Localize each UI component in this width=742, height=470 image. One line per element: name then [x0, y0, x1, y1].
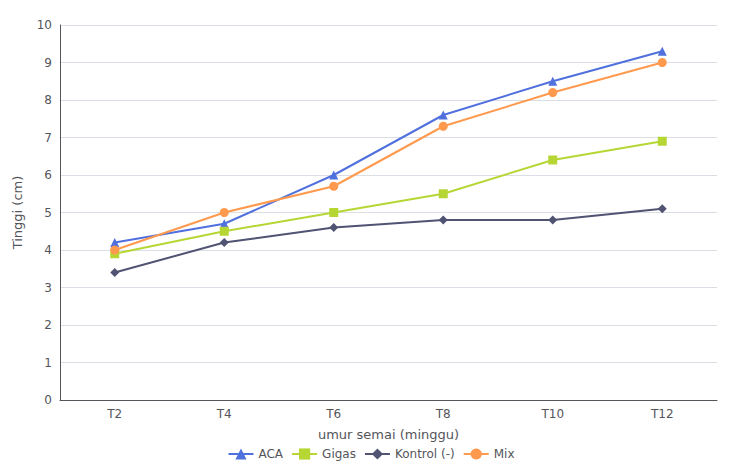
svg-text:Gigas: Gigas [322, 447, 356, 461]
svg-text:ACA: ACA [258, 447, 283, 461]
svg-text:T8: T8 [435, 407, 451, 421]
svg-text:5: 5 [44, 206, 52, 220]
svg-text:4: 4 [44, 243, 52, 257]
svg-text:10: 10 [37, 18, 52, 32]
svg-text:T6: T6 [325, 407, 341, 421]
svg-text:T2: T2 [106, 407, 122, 421]
svg-text:Tinggi (cm): Tinggi (cm) [10, 176, 25, 251]
svg-text:2: 2 [44, 318, 52, 332]
svg-text:T4: T4 [216, 407, 232, 421]
svg-text:1: 1 [44, 356, 52, 370]
svg-text:T12: T12 [650, 407, 674, 421]
svg-text:8: 8 [44, 93, 52, 107]
svg-text:6: 6 [44, 168, 52, 182]
svg-text:9: 9 [44, 56, 52, 70]
svg-text:T10: T10 [540, 407, 564, 421]
svg-text:7: 7 [44, 131, 52, 145]
svg-text:Kontrol (-): Kontrol (-) [395, 447, 455, 461]
svg-text:3: 3 [44, 281, 52, 295]
svg-text:0: 0 [44, 393, 52, 407]
svg-text:umur semai (minggu): umur semai (minggu) [318, 427, 459, 442]
svg-text:Mix: Mix [494, 447, 515, 461]
